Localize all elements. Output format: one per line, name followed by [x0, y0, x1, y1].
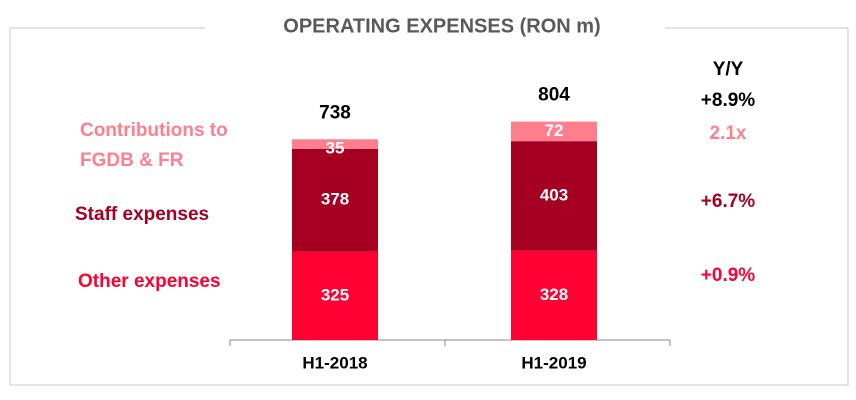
- chart-title: OPERATING EXPENSES (RON m): [283, 15, 600, 37]
- series-label: Other expenses: [78, 271, 221, 292]
- value-label: 328: [540, 285, 568, 304]
- bar-segment: [511, 141, 597, 251]
- series-label: Contributions to FGDB & FR: [80, 120, 228, 171]
- value-label: 325: [321, 285, 349, 304]
- title-bg: [205, 14, 665, 40]
- yoy-label: 2.1x: [710, 123, 747, 144]
- x-tick-label: H1-2018: [302, 353, 367, 372]
- yoy-label: +6.7%: [701, 191, 756, 212]
- yoy-header: Y/Y: [713, 59, 744, 80]
- total-label: 738: [319, 102, 351, 123]
- value-label: 35: [326, 139, 345, 158]
- bar-segment: [511, 250, 597, 340]
- yoy-total: +8.9%: [701, 90, 756, 111]
- bar-segment: [292, 139, 378, 149]
- value-label: 403: [540, 185, 568, 204]
- value-label: 72: [545, 121, 564, 140]
- series-label: Staff expenses: [75, 204, 210, 225]
- bar-segment: [292, 251, 378, 340]
- bar-segment: [511, 121, 597, 142]
- bar-segment: [292, 148, 378, 252]
- total-label: 804: [538, 85, 570, 106]
- yoy-label: +0.9%: [701, 265, 756, 286]
- x-tick-label: H1-2019: [521, 353, 586, 372]
- value-label: 378: [321, 190, 349, 209]
